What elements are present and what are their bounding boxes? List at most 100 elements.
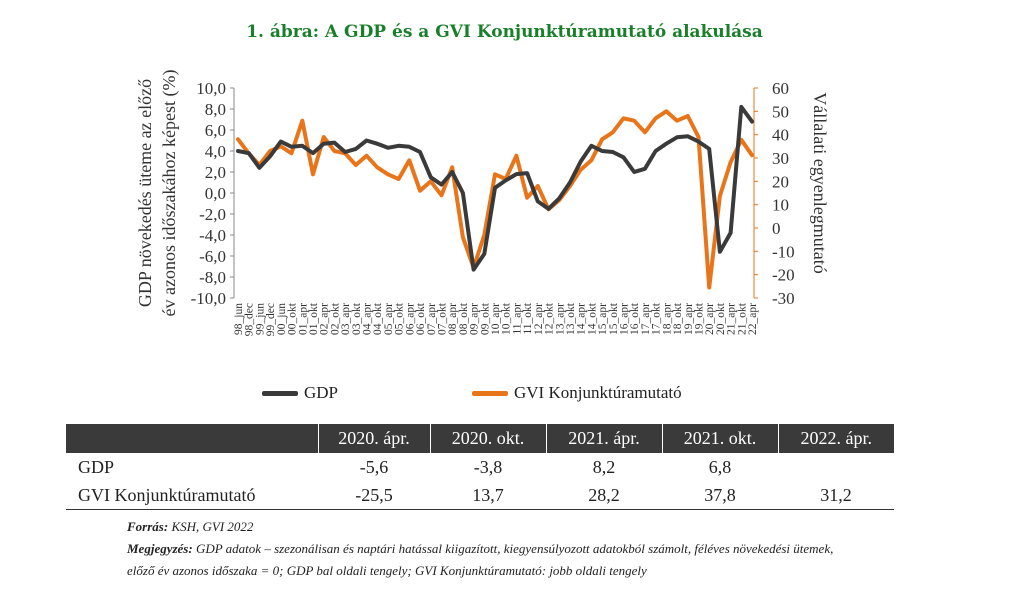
x-tick-label: 19_apr: [683, 303, 695, 335]
source-note: Forrás: KSH, GVI 2022: [127, 516, 987, 538]
x-tick-label: 15_okt: [608, 302, 620, 335]
x-tick-label: 21_apr: [726, 303, 738, 335]
x-tick-label: 18_apr: [661, 303, 673, 335]
x-tick-label: 06_apr: [404, 303, 416, 335]
y-right-tick-label: 50: [772, 102, 789, 121]
x-tick-label: 11_apr: [511, 303, 523, 335]
remark-note-line2: előző év azonos időszaka = 0; GDP bal ol…: [127, 563, 647, 578]
y-right-tick-label: 30: [772, 149, 789, 168]
y-axis-left-label-line2: év azonos időszakához képest (%): [159, 70, 180, 317]
y-left-tick-label: -4,0: [199, 226, 226, 245]
x-tick-label: 06_okt: [415, 302, 427, 335]
x-tick-label: 22_apr: [747, 303, 759, 335]
x-tick-label: 01_okt: [308, 302, 320, 335]
table-header-row: 2020. ápr. 2020. okt. 2021. ápr. 2021. o…: [66, 424, 894, 453]
x-tick-label: 14_okt: [586, 302, 598, 335]
x-tick-label: 04_okt: [372, 302, 384, 335]
x-tick-label: 10_okt: [501, 302, 513, 335]
y-left-tick-label: 0,0: [205, 184, 226, 203]
x-tick-label: 98_dec: [244, 303, 256, 336]
x-tick-label: 09_okt: [479, 302, 491, 335]
x-tick-label: 99_dec: [265, 303, 277, 336]
table-header-cell: [66, 424, 318, 453]
x-tick-label: 10_apr: [490, 303, 502, 335]
line-chart: 10,0 8,0 6,0 4,0 2,0 0,0 -2,0 -4,0 -6,0 -8,0 -10,0…: [135, 70, 830, 337]
x-tick-label: 14_apr: [576, 303, 588, 335]
gdp-line: [236, 104, 754, 272]
x-tick-label: 11_okt: [522, 302, 534, 334]
x-tick-label: 02_okt: [329, 302, 341, 335]
table-cell: -25,5: [318, 481, 430, 510]
x-tick-label: 09_apr: [469, 303, 481, 335]
table-cell: 13,7: [430, 481, 546, 510]
legend-swatch-gdp: [262, 390, 298, 396]
legend-swatch-gvi: [472, 390, 508, 396]
y-right-tick-label: -10: [772, 242, 795, 261]
y-right-tick-label: 60: [772, 79, 789, 98]
table-row-label: GVI Konjunktúramutató: [66, 481, 318, 510]
x-tick-label: 19_okt: [693, 302, 705, 335]
x-tick-label: 00_jun: [276, 303, 288, 335]
x-tick-label: 13_apr: [554, 303, 566, 335]
x-tick-label: 05_apr: [383, 303, 395, 335]
x-tick-label: 03_apr: [340, 303, 352, 335]
source-label: Forrás:: [127, 519, 169, 534]
y-right-tick-label: -30: [772, 289, 795, 308]
table-row-label: GDP: [78, 456, 115, 477]
x-tick-label: 20_okt: [715, 302, 727, 335]
table-cell: 28,2: [546, 481, 662, 510]
gvi-line: [236, 109, 754, 290]
legend-item-gdp: GDP: [262, 383, 338, 403]
x-tick-label: 99_jun: [254, 303, 266, 335]
x-tick-label: 08_apr: [447, 303, 459, 335]
x-tick-label: 07_okt: [436, 302, 448, 335]
x-tick-label: 20_apr: [704, 303, 716, 335]
table-cell: -3,8: [473, 456, 503, 477]
remark-text: GDP adatok – szezonálisan és naptári hat…: [192, 541, 834, 556]
y-right-tick-label: 0: [772, 219, 781, 238]
x-tick-label: 12_okt: [544, 302, 556, 335]
chart-title: 1. ábra: A GDP és a GVI Konjunktúramutat…: [246, 22, 763, 42]
remark-label: Megjegyzés:: [127, 541, 193, 556]
x-tick-label: 00_okt: [287, 302, 299, 335]
table-cell: 8,2: [592, 456, 616, 477]
x-tick-label: 05_okt: [394, 302, 406, 335]
legend-item-gvi: GVI Konjunktúramutató: [472, 383, 682, 403]
source-text: KSH, GVI 2022: [168, 519, 254, 534]
y-left-tick-label: 10,0: [196, 79, 226, 98]
gvi-series: [236, 109, 754, 290]
x-tick-label: 98_jun: [233, 303, 245, 335]
y-left-tick-label: -2,0: [199, 205, 226, 224]
table-cell: 37,8: [662, 481, 778, 510]
x-tick-label: 16_apr: [619, 303, 631, 335]
y-right-tick-label: 40: [772, 126, 789, 145]
x-tick-label: 17_okt: [651, 302, 663, 335]
chart-legend: GDP GVI Konjunktúramutató: [0, 383, 1009, 407]
gdp-series: [236, 104, 754, 272]
x-tick-label: 12_apr: [533, 303, 545, 335]
table-row: GDP -5,6 -3,8 8,2 6,8: [66, 453, 894, 481]
table-header-cell: 2021. ápr.: [545, 424, 662, 453]
table-header-cell: 2020. okt.: [429, 424, 546, 453]
y-left-tick-label: -10,0: [191, 289, 226, 308]
y-axis-left-label-line1: GDP növekedés üteme az előző: [135, 79, 155, 307]
table-cell: 6,8: [708, 456, 732, 477]
table-cell: [778, 453, 894, 481]
x-tick-label: 17_apr: [640, 303, 652, 335]
remark-note: Megjegyzés: GDP adatok – szezonálisan és…: [127, 538, 987, 560]
x-tick-label: 04_apr: [362, 303, 374, 335]
y-right-tick-label: 20: [772, 172, 789, 191]
x-tick-label: 15_apr: [597, 303, 609, 335]
y-left-tick-label: 8,0: [205, 100, 226, 119]
x-tick-label: 21_okt: [736, 302, 748, 335]
table-header-cell: 2021. okt.: [661, 424, 778, 453]
y-right-tick-label: -20: [772, 266, 795, 285]
y-left-tick-label: 2,0: [205, 163, 226, 182]
table-header-cell: 2020. ápr.: [317, 424, 430, 453]
x-tick-label: 01_apr: [297, 303, 309, 335]
table-header-cell: 2022. ápr.: [777, 424, 894, 453]
x-tick-labels: 98_jun98_dec99_jun99_dec00_jun00_okt01_a…: [233, 302, 759, 336]
chart-axes: 10,0 8,0 6,0 4,0 2,0 0,0 -2,0 -4,0 -6,0 -8,0 -10,0…: [191, 79, 795, 308]
legend-label-gvi: GVI Konjunktúramutató: [514, 383, 682, 402]
y-left-tick-label: 6,0: [205, 121, 226, 140]
